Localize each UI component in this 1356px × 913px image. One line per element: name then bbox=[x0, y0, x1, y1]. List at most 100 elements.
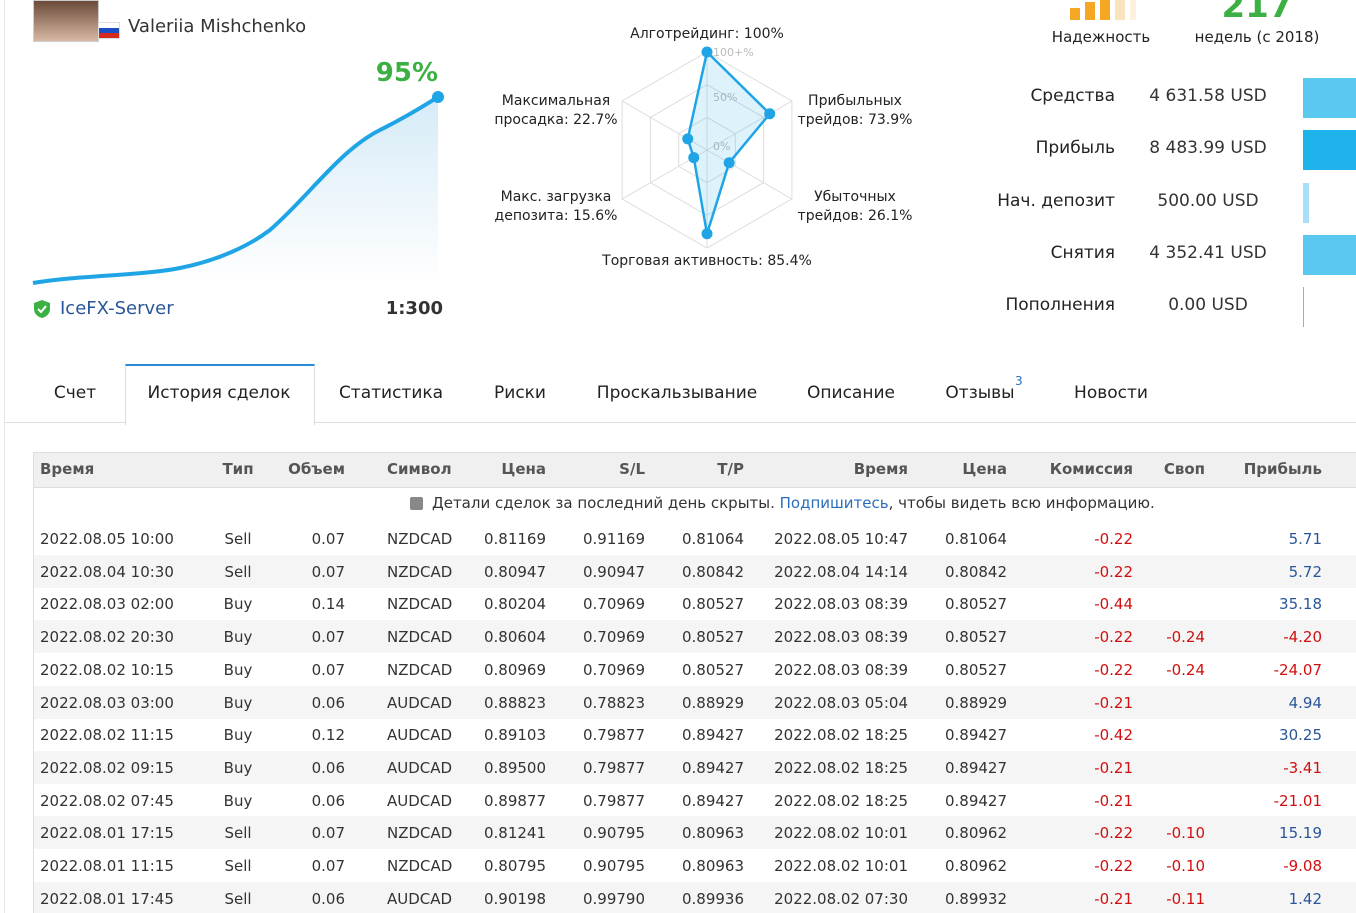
table-cell: 0.89427 bbox=[681, 726, 744, 745]
row-bg bbox=[34, 816, 1356, 850]
column-header: Символ bbox=[387, 460, 452, 478]
table-cell: 2022.08.05 10:00 bbox=[40, 530, 174, 548]
radar-point bbox=[688, 152, 700, 164]
table-cell: NZDCAD bbox=[387, 824, 453, 843]
verified-icon bbox=[34, 300, 50, 318]
table-cell: 0.07 bbox=[311, 530, 345, 548]
tab[interactable]: Риски bbox=[494, 383, 546, 403]
table-cell: -0.22 bbox=[1094, 530, 1133, 548]
table-cell: 2022.08.02 09:15 bbox=[40, 758, 174, 777]
table-cell: -0.21 bbox=[1094, 693, 1133, 712]
table-cell: 0.06 bbox=[311, 889, 345, 908]
table-cell: 30.25 bbox=[1279, 726, 1322, 745]
table-cell: 0.80527 bbox=[944, 595, 1007, 614]
table-cell: 0.79877 bbox=[582, 791, 645, 810]
stat-value: 8 483.99 USD bbox=[1149, 138, 1267, 159]
table-cell: 0.88929 bbox=[681, 693, 744, 712]
table-cell: Sell bbox=[224, 530, 252, 548]
tab[interactable]: Счет bbox=[53, 383, 97, 403]
radar-label: Прибыльных bbox=[808, 93, 902, 109]
table-cell: -0.22 bbox=[1094, 562, 1133, 581]
table-cell: -21.01 bbox=[1273, 791, 1322, 810]
table-cell: 2022.08.03 08:39 bbox=[774, 660, 908, 679]
tab[interactable]: Статистика bbox=[338, 383, 444, 403]
radar-axis bbox=[706, 100, 793, 151]
table-cell: 0.80962 bbox=[944, 857, 1007, 875]
table-cell: 0.91169 bbox=[582, 530, 645, 548]
table-cell: AUDCAD bbox=[387, 693, 453, 712]
row-bg bbox=[34, 620, 1356, 654]
table-cell: 0.89427 bbox=[944, 758, 1007, 777]
radar-label: Торговая активность: 85.4% bbox=[601, 253, 812, 269]
column-header: S/L bbox=[619, 460, 645, 478]
table-cell: -0.42 bbox=[1094, 726, 1133, 745]
reliability-icon bbox=[1070, 0, 1136, 20]
tab[interactable]: Новости bbox=[1074, 383, 1148, 403]
tab[interactable]: Отзывы bbox=[945, 383, 1015, 403]
tab-badge: 3 bbox=[1015, 374, 1023, 388]
radar-tick: 0% bbox=[713, 140, 730, 153]
table-cell: 0.79877 bbox=[582, 758, 645, 777]
row-bg bbox=[34, 881, 1356, 913]
table-cell: -0.21 bbox=[1094, 791, 1133, 810]
column-header: Цена bbox=[962, 460, 1007, 478]
table-cell: 0.80527 bbox=[944, 660, 1007, 679]
table-cell: 0.80947 bbox=[483, 562, 546, 581]
radar-label: Макс. загрузка bbox=[501, 189, 612, 205]
table-cell: 0.07 bbox=[311, 628, 345, 647]
table-cell: 2022.08.03 03:00 bbox=[40, 693, 174, 712]
stat-bar bbox=[1303, 130, 1356, 171]
radar-tick: 100+% bbox=[713, 46, 754, 59]
tab[interactable]: Проскальзывание bbox=[596, 383, 758, 403]
stat-bar bbox=[1303, 182, 1310, 223]
table-cell: 0.06 bbox=[311, 758, 345, 777]
radar-label: Максимальная bbox=[502, 93, 610, 109]
table-cell: Buy bbox=[223, 660, 253, 679]
table-cell: -9.08 bbox=[1283, 857, 1322, 875]
table-cell: -24.07 bbox=[1273, 660, 1322, 679]
server[interactable]: IceFX-Server bbox=[60, 298, 174, 319]
tab[interactable]: Описание bbox=[807, 383, 895, 403]
table-cell: 0.90198 bbox=[483, 889, 546, 908]
table-border bbox=[33, 452, 34, 913]
table-cell: -0.44 bbox=[1094, 595, 1133, 614]
table-cell: Sell bbox=[224, 824, 252, 843]
table-cell: 0.06 bbox=[311, 791, 345, 810]
column-header: T/P bbox=[717, 460, 744, 478]
row-bg bbox=[34, 554, 1356, 588]
radar-point bbox=[764, 108, 776, 120]
stat-label: Снятия bbox=[1050, 242, 1115, 263]
tab[interactable]: История сделок bbox=[147, 383, 291, 403]
table-cell: AUDCAD bbox=[387, 726, 453, 745]
table-cell: 2022.08.03 08:39 bbox=[774, 595, 908, 614]
active-tab-box bbox=[125, 364, 315, 425]
author-name[interactable]: Valeriia Mishchenko bbox=[128, 16, 307, 37]
stat-value: 500.00 USD bbox=[1157, 190, 1259, 211]
row-bg bbox=[34, 750, 1356, 784]
stat-bar bbox=[1303, 78, 1356, 118]
table-cell: Buy bbox=[223, 595, 253, 614]
table-cell: 2022.08.02 18:25 bbox=[774, 791, 908, 810]
table-cell: NZDCAD bbox=[387, 857, 453, 875]
flag bbox=[98, 22, 120, 39]
border bbox=[4, 0, 5, 913]
table-cell: 2022.08.03 02:00 bbox=[40, 595, 174, 614]
table-cell: 0.07 bbox=[311, 857, 345, 875]
table-cell: 0.79877 bbox=[582, 726, 645, 745]
table-cell: 2022.08.02 07:30 bbox=[774, 889, 908, 908]
radar-point bbox=[682, 133, 694, 145]
table-cell: 0.81241 bbox=[483, 824, 546, 843]
table-cell: 2022.08.04 14:14 bbox=[774, 562, 908, 581]
table-cell: -0.21 bbox=[1094, 889, 1133, 908]
table-cell: Sell bbox=[224, 857, 252, 875]
weeks: 217 bbox=[1221, 0, 1293, 26]
table-cell: 1.42 bbox=[1288, 889, 1322, 908]
table-cell: NZDCAD bbox=[387, 595, 453, 614]
radar-label: Убыточных bbox=[814, 189, 896, 205]
table-cell: 0.90947 bbox=[582, 562, 645, 581]
subscribe-link[interactable]: Подпишитесь bbox=[779, 494, 889, 512]
radar-point bbox=[701, 46, 713, 58]
table-cell: 2022.08.01 17:45 bbox=[40, 889, 174, 908]
column-header: Тип bbox=[222, 460, 254, 478]
table-cell: NZDCAD bbox=[387, 562, 453, 581]
